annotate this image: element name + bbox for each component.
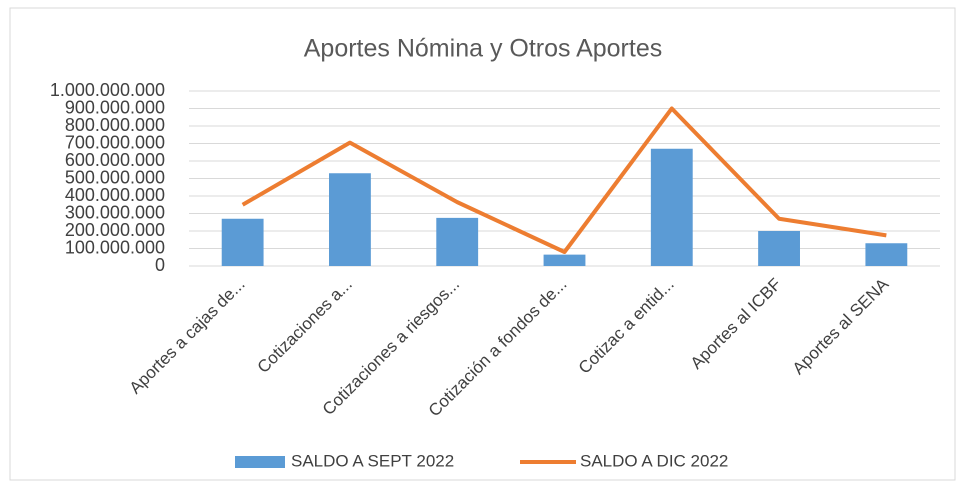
bar	[650, 148, 693, 266]
bar	[865, 243, 908, 266]
y-tick-label: 200.000.000	[65, 220, 165, 240]
y-tick-label: 300.000.000	[65, 202, 165, 222]
chart-title: Aportes Nómina y Otros Aportes	[304, 35, 662, 63]
legend-swatch	[235, 456, 285, 468]
y-tick-label: 400.000.000	[65, 185, 165, 205]
y-tick-label: 1.000.000.000	[50, 80, 165, 100]
y-tick-label: 0	[155, 255, 165, 275]
y-tick-label: 700.000.000	[65, 132, 165, 152]
y-tick-label: 500.000.000	[65, 167, 165, 187]
bar	[329, 173, 371, 266]
bar	[543, 254, 586, 266]
bar	[758, 231, 800, 266]
line	[241, 106, 887, 254]
y-tick-label: 900.000.000	[65, 97, 165, 117]
y-tick-label: 100.000.000	[65, 237, 165, 257]
bar	[436, 217, 479, 266]
legend-label: SALDO A DIC 2022	[580, 451, 728, 470]
y-tick-label: 800.000.000	[65, 115, 165, 135]
legend-label: SALDO A SEPT 2022	[291, 451, 454, 470]
bar	[221, 218, 264, 266]
y-tick-label: 600.000.000	[65, 150, 165, 170]
